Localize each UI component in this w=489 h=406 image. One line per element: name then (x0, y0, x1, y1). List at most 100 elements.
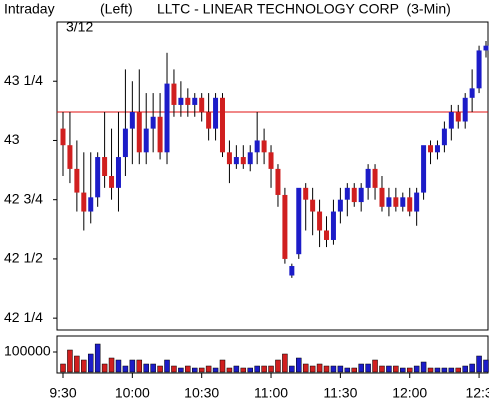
volume-bar (275, 359, 281, 373)
volume-bar (337, 365, 344, 373)
candle-body (199, 97, 205, 113)
candle-body (330, 211, 336, 240)
volume-bar (483, 359, 489, 373)
volume-bar (420, 361, 427, 373)
volume-bar (178, 367, 184, 373)
volume-bar (462, 365, 468, 373)
volume-bar (330, 365, 337, 373)
volume-bar (67, 349, 73, 373)
candle-body (115, 157, 121, 188)
volume-bar (365, 363, 371, 373)
candle-body (400, 197, 406, 207)
candle-body (365, 168, 371, 188)
candle-body (275, 168, 281, 195)
volume-bar (400, 367, 406, 373)
candle-body (88, 197, 94, 212)
candle-body (268, 152, 274, 169)
candle-body (95, 157, 101, 198)
volume-bar (226, 367, 233, 373)
volume-bar (289, 365, 295, 373)
volume-bar (358, 363, 364, 373)
volume-bar (282, 353, 288, 373)
volume-bar (296, 357, 302, 373)
x-tick-label: 11:00 (254, 385, 288, 401)
candle-body (102, 157, 108, 176)
candle-body (178, 97, 184, 105)
volume-bar (427, 367, 434, 373)
volume-bar (129, 359, 136, 373)
candle-body (81, 192, 87, 212)
candle-body (414, 192, 420, 212)
candle-body (455, 112, 461, 122)
volume-bar (205, 365, 212, 373)
volume-bar (261, 365, 267, 373)
volume-bar (268, 365, 274, 373)
candle-body (428, 145, 434, 153)
candle-body (219, 97, 225, 153)
volume-bar (386, 365, 392, 373)
candle-body (337, 199, 343, 212)
volume-bar (101, 363, 108, 373)
candle-body (213, 97, 219, 129)
candle-body (192, 97, 198, 105)
candle-body (303, 187, 309, 200)
candle-body (441, 128, 447, 146)
volume-bar (212, 367, 219, 373)
y-tick-label: 42 1/2 (4, 250, 43, 266)
volume-bar (87, 353, 94, 373)
candle-body (240, 157, 246, 165)
y-tick-label: 43 1/4 (4, 72, 43, 88)
chart-label: Intraday (4, 1, 55, 17)
candle-body (254, 140, 260, 153)
candle-body (351, 187, 357, 203)
candle-body (483, 45, 489, 51)
candle-body (476, 50, 482, 89)
candle-body (171, 83, 177, 105)
volume-bar (302, 363, 309, 373)
volume-bar (351, 367, 357, 373)
candle-body (206, 112, 212, 129)
volume-bar (247, 367, 253, 373)
volume-bar (136, 359, 143, 373)
volume-bar (94, 343, 101, 373)
volume-bar (469, 363, 475, 373)
volume-bar (434, 367, 441, 373)
candle-body (289, 266, 295, 276)
price-frame (56, 21, 489, 331)
candle-body (261, 140, 267, 153)
volume-bar (60, 363, 66, 373)
y-tick-label: 43 (4, 131, 20, 147)
candle-body (324, 230, 330, 240)
volume-bar (81, 359, 87, 373)
volume-bar (157, 365, 163, 373)
candle-body (233, 157, 239, 165)
candle-body (310, 199, 316, 212)
candle-body (344, 187, 350, 200)
volume-bar (122, 365, 129, 373)
volume-bar (455, 367, 462, 373)
candle-body (372, 168, 378, 188)
y-tick-label: 42 1/4 (4, 309, 43, 325)
candle-body (74, 168, 80, 193)
candle-body (129, 112, 135, 129)
candle-body (421, 145, 427, 193)
volume-bar (379, 365, 385, 373)
candle-body (157, 116, 163, 153)
candle-body (67, 145, 73, 169)
volume-bar (372, 359, 378, 373)
candle-body (143, 128, 149, 153)
x-tick-label: 10:00 (115, 385, 150, 401)
candle-body (469, 88, 475, 98)
volume-bar (254, 365, 260, 373)
candle-body (109, 176, 115, 188)
volume-bar (406, 367, 413, 373)
x-tick-label: 11:30 (323, 385, 357, 401)
volume-bar (143, 363, 149, 373)
volume-bar (413, 365, 420, 373)
volume-bar (164, 359, 170, 373)
candle-body (60, 128, 66, 146)
volume-bar (448, 367, 455, 373)
candle-body (282, 194, 288, 259)
candle-body (448, 112, 454, 129)
